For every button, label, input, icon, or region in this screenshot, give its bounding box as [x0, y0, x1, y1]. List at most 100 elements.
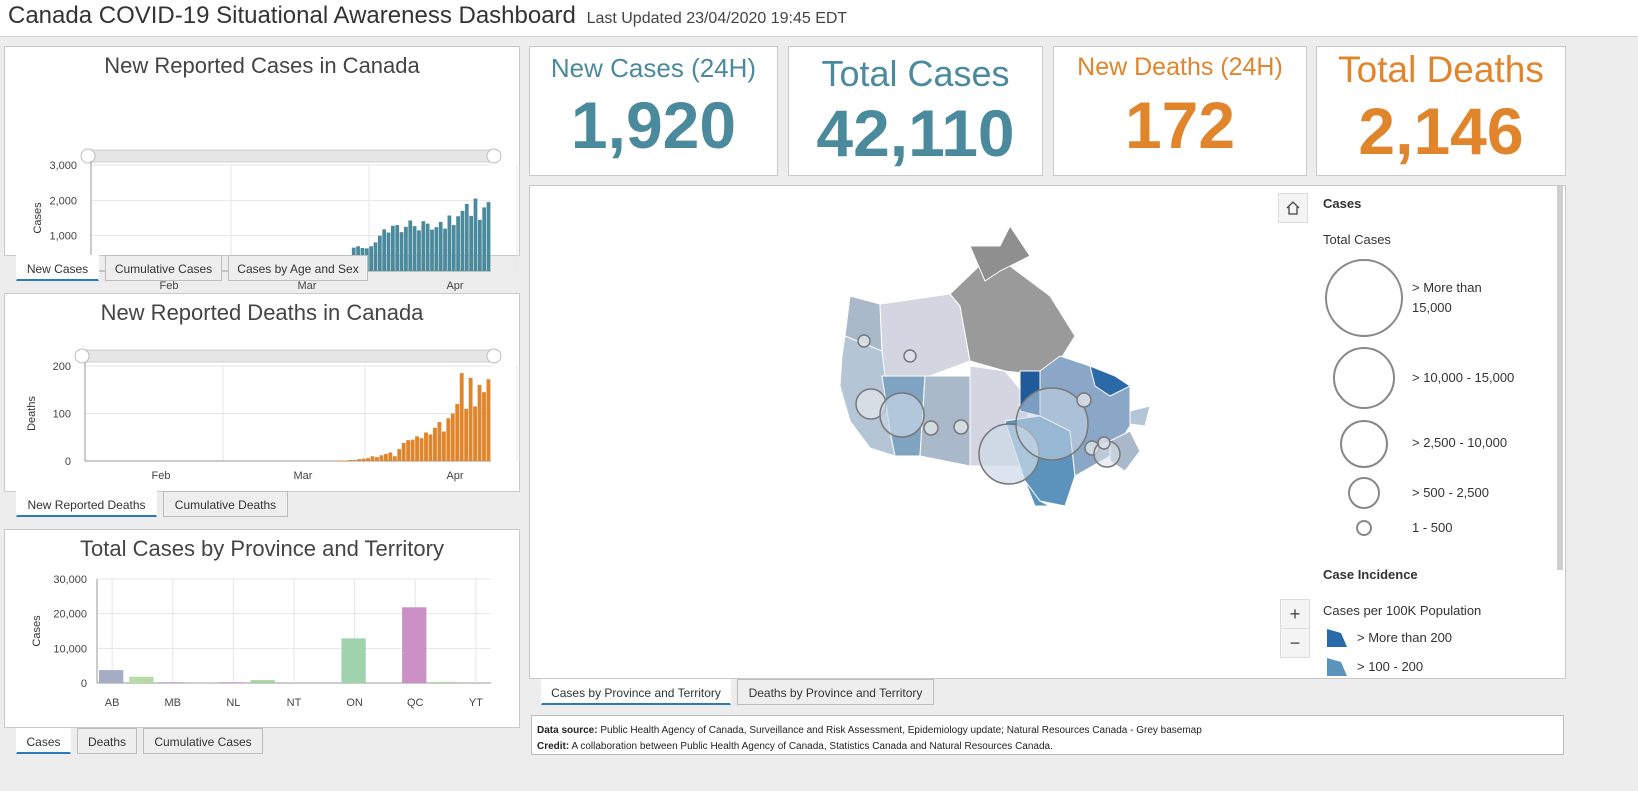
map-region-southern-ontario[interactable] — [1024, 480, 1051, 507]
chart-bar — [334, 460, 339, 462]
tab-deaths-by-province[interactable]: Deaths by Province and Territory — [737, 679, 934, 705]
kpi-new-cases-label: New Cases (24H) — [550, 53, 757, 83]
chart-bar — [391, 225, 395, 271]
title-text: Canada COVID-19 Situational Awareness Da… — [8, 2, 576, 29]
y-tick-label: 0 — [81, 678, 87, 690]
legend-incidence-1: > More than 200 — [1357, 630, 1453, 645]
x-tick-label: NL — [226, 697, 240, 709]
x-tick-label: Apr — [446, 280, 463, 291]
chart-bar — [421, 221, 426, 271]
map-region-nwt[interactable] — [879, 293, 971, 377]
map-symbol-quebec[interactable] — [1015, 387, 1089, 461]
map-symbol-nwt[interactable] — [903, 349, 917, 363]
zoom-out-button[interactable]: − — [1280, 628, 1310, 658]
map-symbol-saskatchewan[interactable] — [923, 420, 939, 436]
chart-bar — [433, 427, 437, 461]
tab-cases-by-age-sex[interactable]: Cases by Age and Sex — [228, 255, 368, 281]
chart-bar — [441, 431, 446, 461]
credit-label: Credit: — [537, 741, 570, 752]
legend-size-2: > 10,000 - 15,000 — [1412, 370, 1515, 385]
x-tick-label: ON — [346, 697, 363, 709]
map-symbol-alberta[interactable] — [879, 392, 925, 438]
chart-bar — [388, 452, 393, 461]
chart-bar — [468, 377, 473, 461]
legend-size-4: > 500 - 2,500 — [1412, 485, 1489, 500]
map-region-nunavut[interactable] — [949, 245, 1076, 377]
new-cases-chart-title: New Reported Cases in Canada — [104, 53, 420, 78]
tab-cases[interactable]: Cases — [16, 728, 71, 754]
tab-cases-by-province[interactable]: Cases by Province and Territory — [541, 679, 731, 705]
cases-tabs: New Cases Cumulative Cases Cases by Age … — [16, 255, 516, 281]
home-button[interactable] — [1278, 193, 1308, 223]
data-source-line: Data source: Public Health Agency of Can… — [537, 723, 1558, 739]
legend-heading: Cases — [1323, 196, 1362, 211]
data-source-label: Data source: — [537, 725, 598, 736]
map-symbol-pei[interactable] — [1097, 436, 1111, 450]
last-updated: Last Updated 23/04/2020 19:45 EDT — [586, 10, 848, 27]
zoom-in-button[interactable]: + — [1280, 599, 1310, 629]
y-axis-label: Deaths — [26, 396, 38, 431]
range-slider-handle-right — [486, 148, 502, 164]
chart-bar — [424, 432, 428, 461]
tab-new-reported-deaths[interactable]: New Reported Deaths — [16, 491, 157, 517]
chart-bar — [401, 442, 406, 461]
chart-bar — [370, 456, 375, 461]
legend-circle-xl — [1325, 259, 1403, 337]
chart-bar — [443, 228, 447, 271]
chart-bar — [432, 681, 457, 683]
x-tick-label: Mar — [298, 280, 317, 291]
chart-bar — [477, 219, 482, 271]
legend-size-5: 1 - 500 — [1412, 520, 1453, 535]
chart-bar — [375, 457, 379, 461]
chart-bar — [383, 453, 388, 461]
legend-incidence-2: > 100 - 200 — [1357, 659, 1424, 674]
tab-new-cases[interactable]: New Cases — [16, 255, 99, 281]
chart-bar — [373, 242, 378, 271]
range-slider-handle-right — [486, 348, 502, 364]
y-tick-label: 10,000 — [53, 643, 87, 655]
legend-size-1: > More than 15,000 — [1412, 280, 1482, 315]
x-tick-label: YT — [469, 697, 483, 709]
chart-bar — [392, 456, 397, 461]
chart-bar — [425, 223, 430, 271]
map-region-arctic-islands[interactable] — [969, 225, 1031, 282]
kpi-new-deaths: New Deaths (24H) 172 — [1053, 46, 1307, 176]
chart-bar — [456, 216, 460, 271]
map-scrollbar[interactable] — [1557, 186, 1563, 570]
chart-bar — [395, 225, 400, 271]
kpi-total-cases-label: Total Cases — [821, 53, 1010, 94]
x-tick-label: QC — [407, 697, 424, 709]
legend-swatch-1 — [1327, 629, 1347, 647]
dashboard-header: Canada COVID-19 Situational Awareness Da… — [0, 0, 1638, 37]
map-region-labrador[interactable] — [1089, 365, 1131, 397]
map-symbol-yukon[interactable] — [857, 334, 871, 348]
tab-province-cumulative-cases[interactable]: Cumulative Cases — [143, 728, 263, 754]
chart-bar — [404, 226, 408, 271]
chart-bar — [430, 229, 434, 271]
chart-bar — [464, 408, 469, 461]
tab-deaths[interactable]: Deaths — [77, 728, 137, 754]
kpi-new-cases-value: 1,920 — [570, 88, 737, 162]
map-symbol-manitoba[interactable] — [953, 419, 969, 435]
map-symbol-newfoundland[interactable] — [1076, 392, 1092, 408]
home-icon — [1286, 201, 1300, 215]
map-region-newfoundland[interactable] — [1129, 405, 1151, 427]
chart-bar — [348, 460, 353, 461]
tab-cumulative-deaths[interactable]: Cumulative Deaths — [163, 491, 288, 517]
chart-bar — [447, 215, 452, 271]
chart-bar — [438, 221, 443, 271]
chart-bar — [446, 418, 451, 461]
y-tick-label: 2,000 — [49, 195, 77, 207]
legend-incidence-heading: Case Incidence — [1323, 567, 1418, 582]
y-axis-label: Cases — [31, 615, 43, 647]
tab-cumulative-cases[interactable]: Cumulative Cases — [105, 255, 222, 281]
y-tick-label: 200 — [53, 361, 71, 373]
deaths-tabs: New Reported Deaths Cumulative Deaths — [16, 491, 516, 517]
chart-bar — [410, 439, 415, 461]
legend-symbols — [1325, 259, 1403, 536]
chart-bar — [386, 232, 391, 271]
y-tick-label: 100 — [53, 409, 71, 421]
y-tick-label: 1,000 — [49, 231, 77, 243]
chart-bar — [352, 460, 357, 461]
canada-map[interactable] — [530, 186, 1290, 676]
